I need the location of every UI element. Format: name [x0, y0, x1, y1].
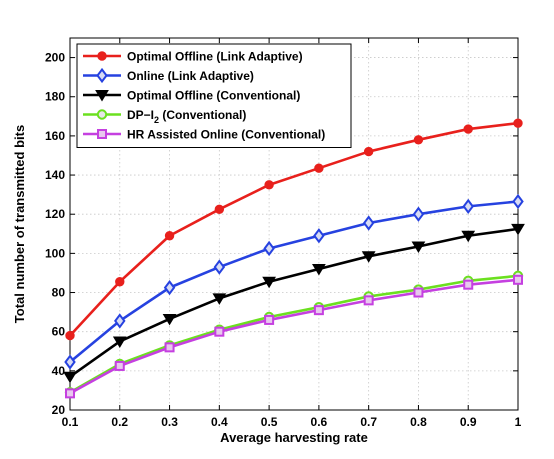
y-tick-label: 120 [45, 207, 65, 221]
y-axis-title: Total number of transmitted bits [12, 125, 27, 323]
series-line [69, 274, 519, 394]
x-tick-label: 0.1 [62, 415, 79, 429]
legend-item-5: HR Assisted Online (Conventional) [83, 128, 325, 142]
data-point [114, 313, 126, 329]
data-point [264, 314, 275, 325]
data-point [363, 295, 374, 306]
series-line [69, 121, 519, 337]
legend-box [76, 43, 352, 148]
legend-marker [97, 51, 107, 61]
series-line [69, 227, 519, 378]
x-tick-label: 0.3 [161, 415, 178, 429]
legend-label-suffix: (Conventional) [159, 108, 246, 122]
legend-label-main: DP−I [127, 108, 154, 122]
legend-marker [96, 109, 108, 120]
legend-label-main: Online (Link Adaptive) [127, 69, 254, 83]
data-point [313, 228, 325, 244]
data-point [264, 180, 274, 190]
series-1 [65, 118, 523, 341]
y-tick-label: 80 [52, 286, 66, 300]
data-point [65, 330, 75, 341]
data-point [114, 360, 125, 371]
y-tick-label: 40 [52, 364, 66, 378]
legend-label: Optimal Offline (Conventional) [127, 89, 300, 103]
y-tick-label: 60 [52, 325, 66, 339]
data-point [312, 264, 326, 276]
series-line [69, 278, 519, 395]
legend-label-main: Optimal Offline (Link Adaptive) [127, 50, 303, 64]
data-point [213, 259, 226, 275]
data-point [262, 276, 276, 289]
data-point [212, 293, 227, 305]
data-point [214, 326, 225, 337]
series-3 [63, 223, 525, 384]
legend-label: Online (Link Adaptive) [127, 69, 254, 83]
legend-marker [95, 90, 109, 102]
legend-label-subscript: 2 [154, 115, 159, 125]
x-tick-label: 0.4 [211, 415, 228, 429]
data-point [163, 279, 176, 296]
data-point [263, 240, 275, 257]
data-point [413, 135, 424, 145]
series-2 [64, 193, 524, 370]
y-tick-label: 20 [52, 403, 66, 417]
axis-ticks: 0.1 0.2 0.3 0.4 0.5 0.6 0.7 0.8 0.9 1204060801001… [45, 38, 522, 429]
legend-item-2: Online (Link Adaptive) [83, 67, 254, 84]
data-point [413, 287, 424, 298]
x-tick-label: 0.5 [261, 415, 278, 429]
data-point [164, 342, 175, 353]
data-point [363, 146, 374, 157]
data-point [463, 124, 473, 134]
data-point [361, 251, 376, 263]
legend-item-3: Optimal Offline (Conventional) [83, 89, 300, 103]
x-tick-label: 0.8 [410, 415, 427, 429]
data-point [362, 215, 375, 231]
x-tick-label: 0.9 [460, 415, 477, 429]
legend-item-1: Optimal Offline (Link Adaptive) [83, 50, 303, 64]
y-tick-label: 100 [45, 246, 65, 260]
data-point [513, 274, 523, 285]
data-point [513, 118, 523, 128]
data-point [115, 277, 125, 287]
y-tick-label: 180 [45, 90, 65, 104]
data-point [411, 241, 426, 253]
y-tick-label: 140 [45, 168, 65, 182]
legend: Optimal Offline (Link Adaptive) Online (L… [76, 43, 352, 148]
y-tick-label: 160 [45, 129, 65, 143]
data-point [461, 230, 476, 243]
x-axis-title: Average harvesting rate [220, 430, 368, 445]
data-point [412, 206, 425, 222]
series-line [69, 200, 519, 364]
data-point [164, 231, 175, 241]
legend-label-main: Optimal Offline (Conventional) [127, 89, 300, 103]
x-tick-label: 0.7 [360, 415, 377, 429]
legend-label-main: HR Assisted Online (Conventional) [127, 128, 325, 142]
data-point [463, 279, 474, 290]
data-point [162, 313, 177, 326]
series-group [63, 118, 525, 399]
x-tick-label: 0.2 [111, 415, 128, 429]
x-tick-label: 0.6 [311, 415, 328, 429]
data-point [65, 388, 75, 399]
legend-label: DP−I2 (Conventional) [127, 108, 246, 125]
legend-label: Optimal Offline (Link Adaptive) [127, 50, 303, 64]
data-point [313, 305, 324, 316]
legend-marker [97, 129, 107, 139]
x-tick-label: 1 [515, 415, 522, 429]
data-point [63, 371, 77, 384]
data-point [314, 163, 324, 173]
data-point [512, 193, 524, 210]
legend-item-4: DP−I2 (Conventional) [83, 108, 246, 125]
legend-label: HR Assisted Online (Conventional) [127, 128, 325, 142]
data-point [112, 336, 127, 348]
data-point [64, 354, 76, 370]
data-point [462, 198, 474, 215]
series-5 [65, 274, 523, 399]
data-point [214, 204, 225, 215]
y-tick-label: 200 [45, 51, 65, 65]
legend-marker [96, 67, 108, 84]
data-point [511, 223, 525, 236]
